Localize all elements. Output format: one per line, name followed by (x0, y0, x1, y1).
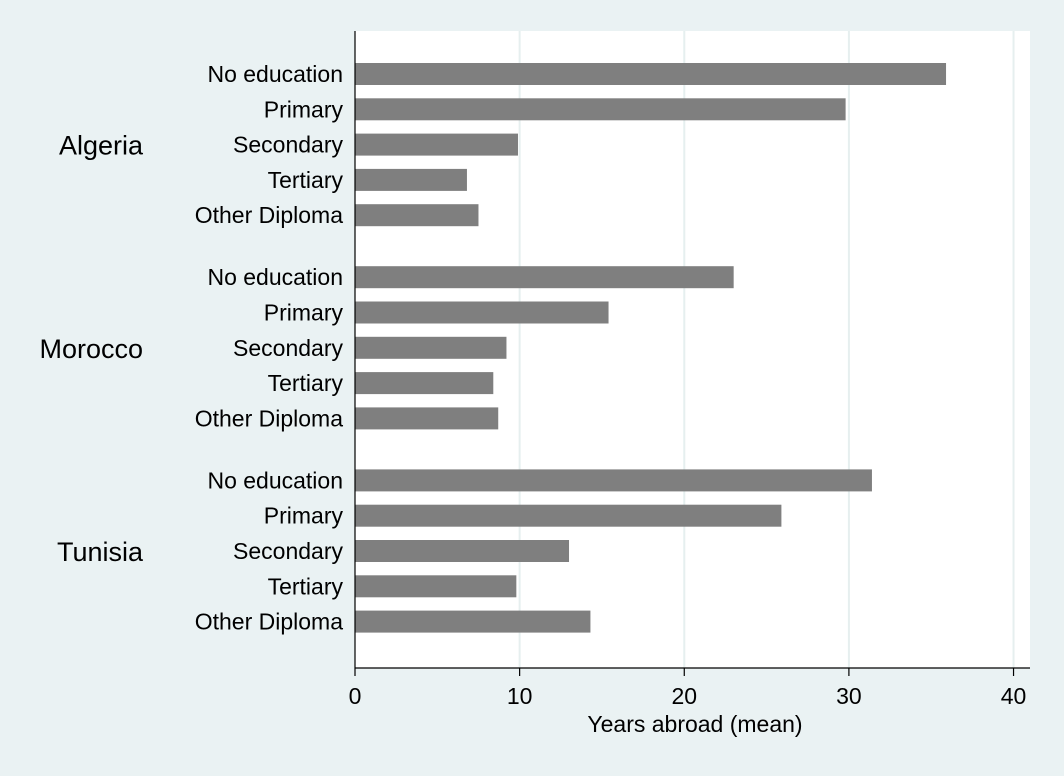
category-label: Secondary (233, 335, 343, 361)
bar (355, 266, 734, 289)
x-tick-label: 10 (507, 683, 533, 709)
x-tick-label: 30 (836, 683, 862, 709)
bar (355, 133, 518, 156)
bar (355, 301, 609, 324)
category-label: Primary (264, 96, 344, 122)
bar (355, 407, 499, 430)
bar (355, 540, 570, 562)
category-label: Secondary (233, 132, 343, 158)
bars (355, 63, 947, 633)
group-label: Tunisia (57, 537, 144, 567)
category-label: Tertiary (268, 370, 344, 396)
category-label: Tertiary (268, 167, 344, 193)
category-label: Secondary (233, 538, 343, 564)
category-label: Other Diploma (195, 405, 343, 431)
bar (355, 168, 467, 191)
bar (355, 336, 507, 359)
bar (355, 204, 479, 227)
bar (355, 610, 591, 633)
category-label: No education (207, 61, 343, 87)
axes (354, 31, 1030, 676)
bar (355, 63, 947, 85)
bar (355, 469, 872, 492)
labels: 0 10 20 30 40 No education Primary Secondary Ter… (39, 61, 1026, 737)
category-label: Other Diploma (195, 202, 343, 228)
category-label: No education (207, 467, 343, 493)
bar (355, 504, 782, 527)
category-label: Tertiary (268, 573, 344, 599)
category-label: No education (207, 264, 343, 290)
category-label: Primary (264, 300, 344, 326)
group-label: Morocco (39, 334, 143, 364)
x-tick-label: 40 (1001, 683, 1027, 709)
bar (355, 372, 494, 395)
bar (355, 575, 517, 598)
category-label: Primary (264, 503, 344, 529)
bar (355, 98, 846, 121)
x-tick-label: 20 (671, 683, 697, 709)
category-label: Other Diploma (195, 609, 343, 635)
x-tick-label: 0 (349, 683, 362, 709)
x-axis-title: Years abroad (mean) (587, 711, 802, 737)
group-label: Algeria (59, 131, 144, 161)
